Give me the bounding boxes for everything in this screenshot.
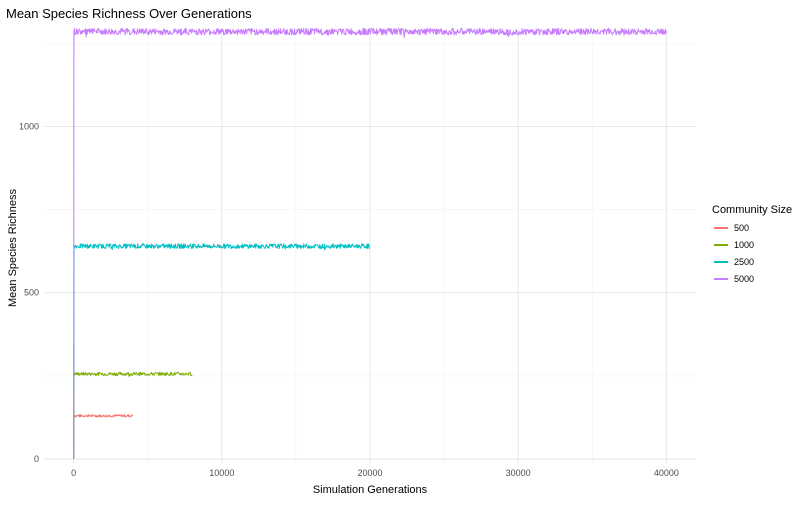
y-tick-labels: 0 500 1000 bbox=[19, 121, 39, 464]
series-line-2500 bbox=[73, 243, 371, 460]
chart-title: Mean Species Richness Over Generations bbox=[6, 6, 252, 21]
legend-label-5000: 5000 bbox=[734, 274, 754, 284]
series-layer bbox=[73, 27, 667, 460]
x-tick-labels: 0 10000 20000 30000 40000 bbox=[71, 468, 679, 478]
grid bbox=[44, 30, 696, 464]
x-tick-label: 0 bbox=[71, 468, 76, 478]
series-line-500 bbox=[73, 408, 134, 460]
series-line-5000 bbox=[73, 27, 667, 460]
legend-title: Community Size bbox=[712, 204, 792, 216]
x-tick-label: 10000 bbox=[209, 468, 234, 478]
series-line-1000 bbox=[73, 371, 193, 460]
x-tick-label: 30000 bbox=[506, 468, 531, 478]
legend-label-1000: 1000 bbox=[734, 240, 754, 250]
x-tick-label: 20000 bbox=[357, 468, 382, 478]
legend: Community Size 500 1000 2500 5000 bbox=[712, 204, 792, 284]
legend-label-2500: 2500 bbox=[734, 257, 754, 267]
y-tick-label: 0 bbox=[34, 454, 39, 464]
legend-label-500: 500 bbox=[734, 223, 749, 233]
y-axis-title: Mean Species Richness bbox=[7, 189, 19, 308]
x-tick-label: 40000 bbox=[654, 468, 679, 478]
legend-entries: 500 1000 2500 5000 bbox=[714, 223, 754, 284]
y-tick-label: 1000 bbox=[19, 121, 39, 131]
x-axis-title: Simulation Generations bbox=[313, 484, 428, 496]
y-tick-label: 500 bbox=[24, 288, 39, 298]
